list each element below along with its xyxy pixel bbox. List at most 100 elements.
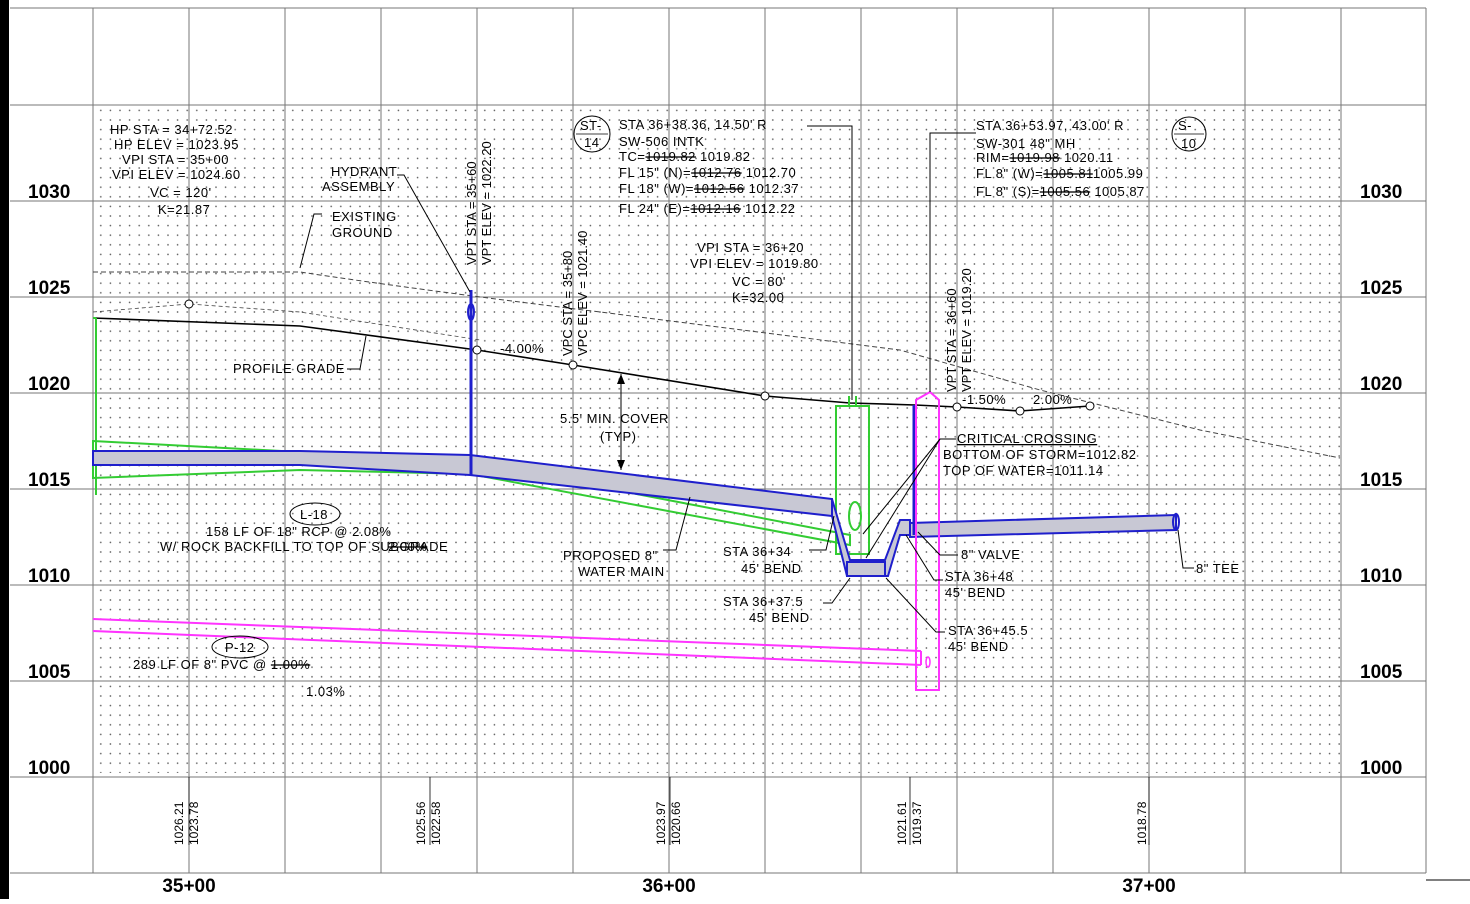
vpi2-sta: VPI STA = 36+20 <box>697 240 804 255</box>
grade-proposed: 1023.78 <box>187 801 201 845</box>
profile-grade-points <box>184 299 1095 416</box>
leader-arrows <box>617 374 625 470</box>
vpi2-elev: VPI ELEV = 1019.80 <box>690 256 819 271</box>
st14-type: SW-506 INTK <box>619 134 704 149</box>
existing-ground-line <box>93 271 1341 459</box>
sheet-left-border <box>0 0 9 899</box>
s10-rim-label: RIM= <box>976 150 1009 165</box>
vpt2-sta: VPT STA = 36+60 <box>944 288 959 392</box>
s10-type: SW-301 48" MH <box>976 136 1076 151</box>
l18-tag: L-18 <box>300 507 328 522</box>
p12-line1: 289 LF OF 8" PVC @ <box>133 657 267 672</box>
bend-label: STA 36+37.5 <box>723 594 803 609</box>
s10-flw-new: 1005.99 <box>1093 166 1144 181</box>
s10-sta: STA 36+53.97, 43.00' R <box>976 118 1124 133</box>
plotted-by: PLOTTED BY: EMILY HARDING <box>0 783 9 899</box>
s10-tag-circle <box>1171 116 1207 152</box>
st14-tag: 14 <box>584 135 599 150</box>
slope-label: -1.50% <box>962 392 1006 407</box>
hp-sta: HP STA = 34+72.52 <box>110 122 233 137</box>
l18-info: 158 LF OF 18" RCP @ 2.08% 2.00% W/ ROCK … <box>160 524 448 554</box>
grade-proposed: 1022.58 <box>429 801 443 845</box>
vpt-elev: VPT ELEV = 1022.20 <box>479 141 494 265</box>
elev-label: 1000 <box>1360 758 1402 779</box>
bend-label: STA 36+45.5 <box>948 623 1028 638</box>
grade-proposed: 1019.37 <box>910 801 924 845</box>
vpt-sta: VPT STA = 35+60 <box>464 161 479 265</box>
k-value: K=21.87 <box>158 202 210 217</box>
elev-label: 1000 <box>28 758 70 779</box>
elevation-labels-left: 1030 1025 1020 1015 1010 1005 1000 <box>28 182 71 779</box>
vc: VC = 120' <box>150 185 212 200</box>
s10-info: STA 36+53.97, 43.00' R SW-301 48" MH RIM… <box>976 118 1145 199</box>
vpi2-block: VPI STA = 36+20 VPI ELEV = 1019.80 VC = … <box>690 240 819 305</box>
critical-crossing: CRITICAL CROSSING BOTTOM OF STORM=1012.8… <box>943 431 1136 478</box>
elev-label: 1025 <box>1360 278 1403 299</box>
svg-text:FL 24" (E)=1012.16 1012.22: FL 24" (E)=1012.16 1012.22 <box>619 201 796 216</box>
bend-label: 45' BEND <box>741 561 802 576</box>
bend-label: 45' BEND <box>749 610 810 625</box>
tee-label: 8" TEE <box>1196 561 1240 576</box>
margin-fragment: ENG. <box>0 535 9 555</box>
svg-text:FL 18" (W)=1012.56 1012.37: FL 18" (W)=1012.56 1012.37 <box>619 181 799 196</box>
vpi2-vc: VC = 80' <box>732 274 786 289</box>
elev-label: 1030 <box>28 182 70 203</box>
st14-tag: ST- <box>580 118 602 133</box>
l18-tag-ellipse <box>289 502 341 526</box>
hydrant-label: HYDRANT <box>331 164 397 179</box>
st14-info: STA 36+38.36, 14.50' R SW-506 INTK TC= 10… <box>619 117 799 216</box>
station-label: 37+00 <box>1122 876 1175 897</box>
s10-rim-new: 1020.11 <box>1064 150 1114 165</box>
elev-label: 1015 <box>1360 470 1403 491</box>
elev-label: 1020 <box>28 374 70 395</box>
elev-label: 1025 <box>28 278 71 299</box>
p12-tag-ellipse <box>211 635 269 659</box>
s10-flw-label: FL 8" (W)= <box>976 166 1043 181</box>
bend-label: 45' BEND <box>948 639 1009 654</box>
st14-tc-new: 1019.82 <box>700 149 751 164</box>
s10-fls-new: 1005.87 <box>1094 184 1145 199</box>
grade-existing: 1023.97 <box>654 801 668 845</box>
dot-grid <box>93 105 1340 773</box>
p12-new-slope: 1.03% <box>306 684 345 699</box>
elev-label: 1020 <box>1360 374 1402 395</box>
hp-elev: HP ELEV = 1023.95 <box>114 137 239 152</box>
elev-label: 1010 <box>1360 566 1402 587</box>
st14-fl18-label: FL 18" (W)= <box>619 181 694 196</box>
st14-fl15-new: 1012.70 <box>746 165 797 180</box>
svg-text:FL 8" (W)=1005.811005.99: FL 8" (W)=1005.811005.99 <box>976 166 1143 181</box>
margin-fragment: IE CR <box>0 698 9 720</box>
l18-new-slope: 2.08% <box>352 524 391 539</box>
st14-fl24-new: 1012.22 <box>745 201 796 216</box>
grade-proposed: 1018.78 <box>1135 801 1149 845</box>
bend-label: 45' BEND <box>945 585 1006 600</box>
s10-tag: 10 <box>1181 136 1196 151</box>
grade-values: 1026.21 1023.78 1025.56 1022.58 1023.97 … <box>172 801 1149 845</box>
elev-label: 1015 <box>28 470 71 491</box>
cover-label: 5.5' MIN. COVER <box>560 411 669 426</box>
vpc-elev: VPC ELEV = 1021.40 <box>575 231 590 356</box>
vpc-sta: VPC STA = 35+80 <box>560 251 575 356</box>
s10-fls-label: FL 8" (S)= <box>976 184 1040 199</box>
st14-fl24-label: FL 24" (E)= <box>619 201 690 216</box>
l18-line2: W/ ROCK BACKFILL TO TOP OF SUBGRADE <box>160 539 448 554</box>
existing-ground-label: EXISTING <box>332 209 397 224</box>
st14-fl18-new: 1012.37 <box>749 181 800 196</box>
svg-text:FL 15" (N)=1012.76 1012.70: FL 15" (N)=1012.76 1012.70 <box>619 165 796 180</box>
st14-sta: STA 36+38.36, 14.50' R <box>619 117 767 132</box>
svg-text:289 LF OF 8" PVC @ 1.00%: 289 LF OF 8" PVC @ 1.00% <box>133 657 310 672</box>
s10-rim-old: 1019.98 <box>1009 150 1060 165</box>
vpt2-elev: VPT ELEV = 1019.20 <box>959 268 974 392</box>
critical-crossing-water: TOP OF WATER=1011.14 <box>943 463 1104 478</box>
water-main-pipe <box>92 290 1180 577</box>
elev-label: 1005 <box>28 662 71 683</box>
vpi2-k: K=32.00 <box>732 290 784 305</box>
water-main-label: WATER MAIN <box>578 564 665 579</box>
station-label: 35+00 <box>162 876 215 897</box>
elev-label: 1010 <box>28 566 70 587</box>
slope-label: 2.00% <box>1033 392 1072 407</box>
st14-tc-label: TC= <box>619 149 645 164</box>
cover-label: (TYP) <box>600 429 636 444</box>
